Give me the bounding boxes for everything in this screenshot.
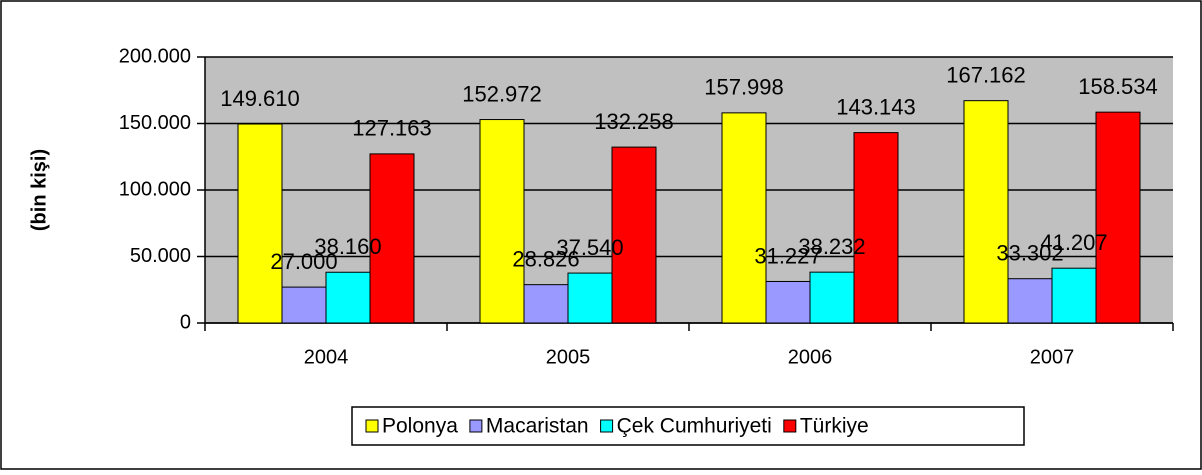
data-label: 41.207 <box>1040 230 1107 255</box>
legend-swatch <box>365 419 379 433</box>
bar <box>611 146 657 324</box>
data-label: 33.302 <box>996 241 1063 266</box>
data-label: 37.540 <box>556 235 623 260</box>
y-tick-label: 100.000 <box>119 178 191 200</box>
bar <box>1051 267 1097 324</box>
data-label: 152.972 <box>462 81 542 106</box>
x-tick-label: 2004 <box>304 346 349 368</box>
x-tick-label: 2007 <box>1030 346 1075 368</box>
y-tick-label: 150.000 <box>119 112 191 134</box>
y-tick-label: 0 <box>180 311 191 333</box>
bar <box>567 272 613 324</box>
bar <box>721 112 767 324</box>
legend-label: Macaristan <box>486 415 589 438</box>
data-label: 27.000 <box>270 249 337 274</box>
legend-label: Polonya <box>382 415 458 438</box>
data-label: 157.998 <box>704 75 784 100</box>
data-label: 167.162 <box>946 62 1026 87</box>
x-tick-label: 2006 <box>788 346 833 368</box>
data-label: 38.232 <box>798 234 865 259</box>
data-label: 31.227 <box>754 243 821 268</box>
bar <box>523 284 569 324</box>
data-label: 38.160 <box>314 234 381 259</box>
data-label: 28.826 <box>512 246 579 271</box>
data-label: 127.163 <box>352 116 432 141</box>
legend-label: Çek Cumhuriyeti <box>617 415 772 438</box>
data-label: 132.258 <box>594 109 674 134</box>
bar <box>809 271 855 324</box>
legend-swatch <box>469 419 483 433</box>
legend-box <box>351 406 1025 446</box>
legend-swatch <box>600 419 614 433</box>
bar <box>765 280 811 324</box>
data-label: 143.143 <box>836 94 916 119</box>
bar <box>479 119 525 324</box>
bar <box>281 286 327 324</box>
y-tick-label: 200.000 <box>119 45 191 67</box>
data-label: 158.534 <box>1078 74 1158 99</box>
bar <box>853 132 899 324</box>
bar <box>369 153 415 324</box>
y-axis-label: (bin kişi) <box>28 149 50 231</box>
bar <box>237 123 283 324</box>
bar <box>1007 278 1053 324</box>
legend-label: Türkiye <box>800 415 869 438</box>
bar <box>1095 111 1141 324</box>
bar <box>963 100 1009 324</box>
x-tick-label: 2005 <box>546 346 591 368</box>
legend-swatch <box>783 419 797 433</box>
data-label: 149.610 <box>220 86 300 111</box>
bar <box>325 271 371 324</box>
y-tick-label: 50.000 <box>130 245 191 267</box>
